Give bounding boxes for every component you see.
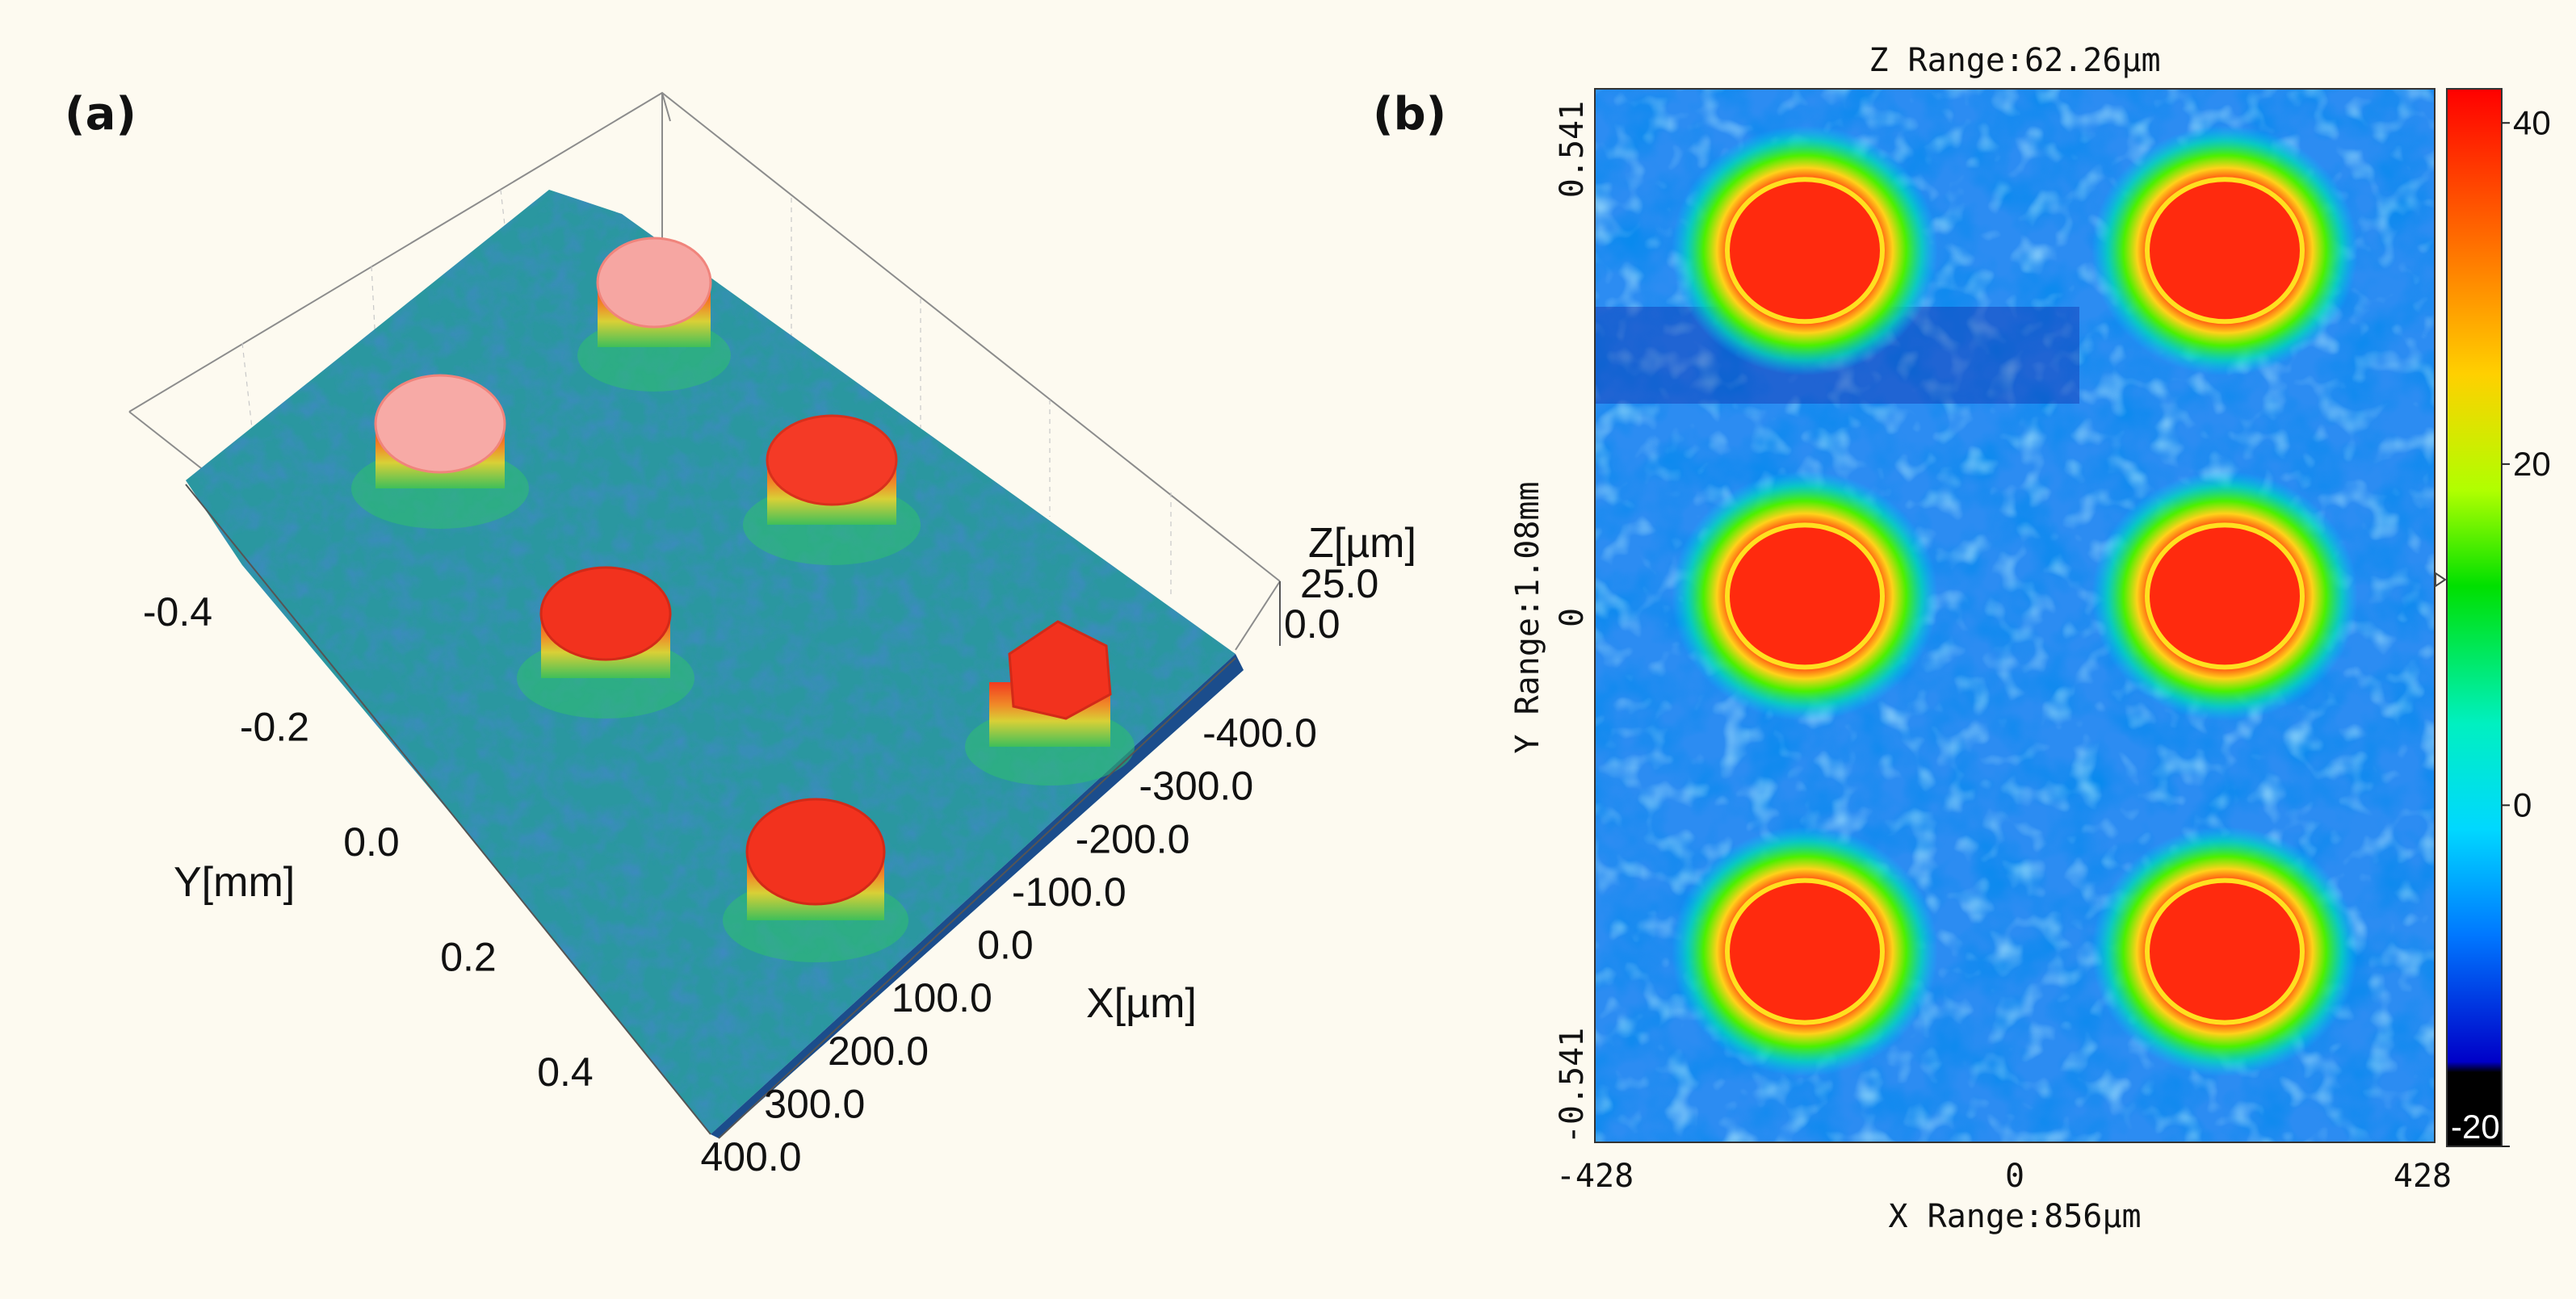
heatmap-title: Z Range:62.26µm [1869, 42, 2160, 79]
colorbar: 40 20 0 -20 [2435, 88, 2551, 1147]
hm-y-tick: -0.541 [1554, 1028, 1591, 1145]
z-tick: 25.0 [1300, 561, 1378, 606]
heatmap-pillar [1672, 125, 1938, 376]
x-tick: -200.0 [1076, 816, 1190, 861]
z-axis: Z[µm] 25.0 0.0 [1279, 520, 1416, 647]
heatmap-pillar [2091, 125, 2358, 376]
hm-y-axis-label: Y Range:1.08mm [1509, 481, 1546, 753]
heatmap-pillar [2091, 826, 2358, 1077]
x-tick: 300.0 [764, 1081, 865, 1126]
colorbar-tick: 0 [2513, 786, 2532, 823]
hm-x-tick: 0 [2005, 1158, 2024, 1195]
x-tick: 400.0 [700, 1134, 801, 1179]
y-tick: 0.4 [537, 1050, 594, 1095]
bounding-box [128, 91, 1281, 651]
colorbar-tick: 20 [2513, 445, 2551, 483]
heatmap-frame [1594, 88, 2435, 1143]
pillar-a-2 [351, 374, 529, 529]
hm-x-tick: 428 [2393, 1158, 2452, 1195]
panel-b-label: (b) [1373, 88, 1446, 140]
y-tick: -0.4 [143, 589, 212, 635]
x-axis: -400.0 -300.0 -200.0 -100.0 0.0 100.0 200.0 300… [700, 657, 1317, 1179]
x-tick: -300.0 [1139, 764, 1253, 809]
heatmap-pillar [2091, 471, 2358, 722]
colorbar-marker [2435, 572, 2447, 588]
z-axis-label: Z[µm] [1308, 520, 1416, 567]
colorbar-tick: 40 [2513, 103, 2551, 141]
hm-y-tick: 0.541 [1554, 101, 1591, 198]
y-axis-label: Y[mm] [174, 859, 295, 906]
panel-a-3d-surface: (a) [65, 88, 1416, 1179]
hm-x-axis-label: X Range:856µm [1888, 1198, 2141, 1235]
x-tick: -400.0 [1202, 710, 1317, 756]
pillar-a-6 [723, 798, 908, 962]
x-tick: -100.0 [1012, 869, 1126, 915]
heatmap-field [1595, 89, 2435, 1142]
colorbar-tick: -20 [2451, 1108, 2500, 1146]
y-tick: -0.2 [240, 705, 309, 750]
colorbar-gradient [2446, 88, 2503, 1147]
pillar-a-1 [577, 237, 731, 392]
hm-y-tick: 0 [1554, 608, 1591, 627]
heatmap-pillar [1672, 471, 1938, 722]
x-axis-label: X[µm] [1086, 980, 1197, 1027]
heatmap-pillar [1672, 826, 1938, 1077]
y-tick: 0.0 [343, 819, 400, 865]
pillar-a-4 [517, 566, 694, 719]
x-tick: 200.0 [828, 1029, 929, 1074]
hm-x-tick: -428 [1556, 1158, 1634, 1195]
y-axis: -0.4 -0.2 0.0 0.2 0.4 Y[mm] [143, 484, 711, 1135]
pillar-a-3 [743, 414, 921, 565]
x-tick: 0.0 [977, 923, 1034, 968]
z-tick: 0.0 [1284, 601, 1340, 647]
y-tick: 0.2 [440, 935, 497, 980]
pillar-a-5 [965, 620, 1135, 786]
x-tick: 100.0 [892, 975, 992, 1020]
panel-b-heatmap: (b) Z Range:62.26µm -428 0 428 X Range:8… [1373, 42, 2551, 1235]
panel-a-label: (a) [65, 88, 136, 140]
